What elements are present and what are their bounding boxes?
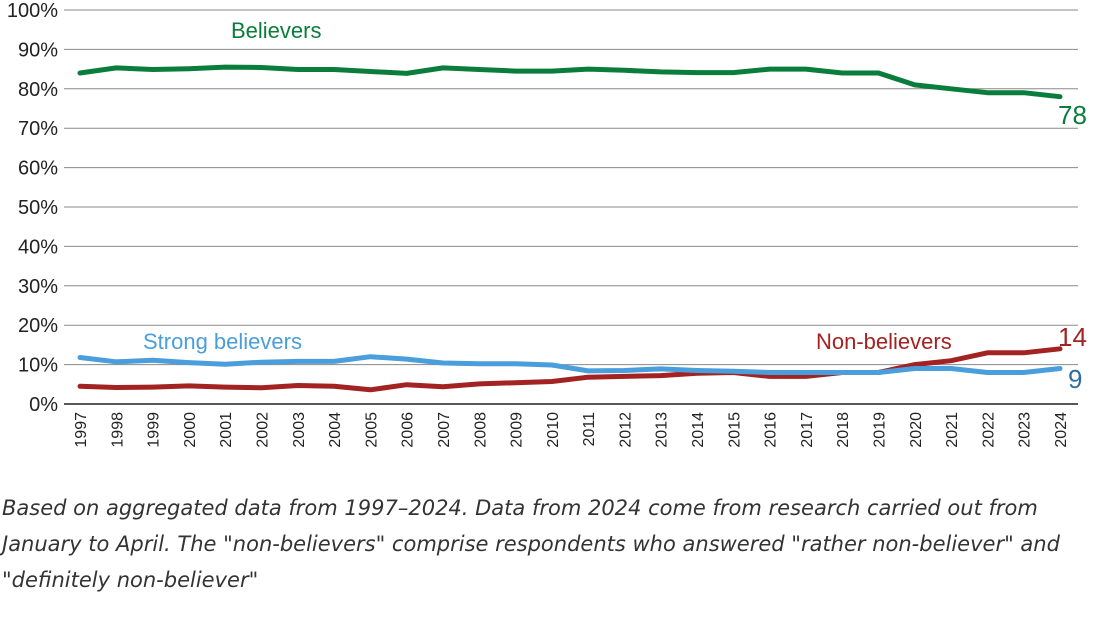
x-tick-label: 1997 bbox=[73, 412, 90, 448]
series-label-strong-believers: Strong believers bbox=[143, 329, 302, 354]
line-chart: 0%10%20%30%40%50%60%70%80%90%100% 1997 19… bbox=[7, 0, 1087, 448]
x-tick-label: 2015 bbox=[726, 412, 743, 448]
y-tick-label: 20% bbox=[18, 315, 58, 337]
x-tick-label: 2014 bbox=[690, 412, 707, 448]
x-tick-label: 2004 bbox=[327, 412, 344, 448]
series-label-non-believers: Non-believers bbox=[816, 329, 952, 354]
y-tick-label: 90% bbox=[18, 39, 58, 61]
x-tick-label: 2009 bbox=[509, 412, 526, 448]
x-tick-label: 2017 bbox=[799, 412, 816, 448]
gridlines bbox=[64, 9, 1078, 366]
x-axis-ticks: 1997 1998 1999 2000 2001 2002 2003 2004 2005 2006… bbox=[73, 412, 1070, 448]
series-lines bbox=[77, 64, 1063, 393]
x-tick-label: 2021 bbox=[944, 412, 961, 448]
y-tick-label: 80% bbox=[18, 79, 58, 101]
y-tick-label: 70% bbox=[18, 118, 58, 140]
y-tick-label: 100% bbox=[7, 0, 58, 22]
x-tick-label: 2012 bbox=[617, 412, 634, 448]
x-tick-label: 2020 bbox=[908, 412, 925, 448]
x-tick-label: 2018 bbox=[835, 412, 852, 448]
y-tick-label: 50% bbox=[18, 197, 58, 219]
x-tick-label: 2006 bbox=[400, 412, 417, 448]
y-axis-ticks: 0% 10% 20% 30% 40% 50% 60% 70% 80% 90% 100% bbox=[7, 0, 58, 416]
series-labels: Believers Strong believers Non-believers… bbox=[143, 18, 1087, 394]
end-label-strong-believers: 9 bbox=[1068, 364, 1082, 394]
x-tick-label: 2023 bbox=[1017, 412, 1034, 448]
x-tick-label: 2001 bbox=[218, 412, 235, 448]
x-tick-label: 2011 bbox=[581, 412, 598, 447]
y-tick-label: 10% bbox=[18, 355, 58, 377]
x-tick-label: 2000 bbox=[182, 412, 199, 448]
y-tick-label: 30% bbox=[18, 276, 58, 298]
end-label-believers: 78 bbox=[1058, 100, 1087, 130]
x-tick-label: 2024 bbox=[1053, 412, 1070, 448]
x-tick-label: 2010 bbox=[545, 412, 562, 448]
y-tick-label: 60% bbox=[18, 158, 58, 180]
y-tick-label: 0% bbox=[29, 394, 58, 416]
series-line-strong-believers bbox=[77, 354, 1063, 375]
x-tick-label: 1998 bbox=[109, 412, 126, 448]
x-tick-label: 2005 bbox=[363, 412, 380, 448]
x-tick-label: 2003 bbox=[291, 412, 308, 448]
x-tick-label: 2013 bbox=[654, 412, 671, 448]
x-tick-label: 2008 bbox=[472, 412, 489, 448]
x-tick-label: 1999 bbox=[146, 412, 163, 448]
end-label-non-believers: 14 bbox=[1058, 322, 1087, 352]
y-tick-label: 40% bbox=[18, 236, 58, 258]
x-tick-label: 2022 bbox=[980, 412, 997, 448]
x-tick-label: 2016 bbox=[763, 412, 780, 448]
x-tick-label: 2007 bbox=[436, 412, 453, 448]
footnote: Based on aggregated data from 1997–2024.… bbox=[2, 496, 1060, 592]
x-tick-label: 2019 bbox=[872, 412, 889, 448]
series-line-believers bbox=[77, 64, 1063, 100]
x-tick-label: 2002 bbox=[254, 412, 271, 448]
series-label-believers: Believers bbox=[231, 18, 321, 43]
